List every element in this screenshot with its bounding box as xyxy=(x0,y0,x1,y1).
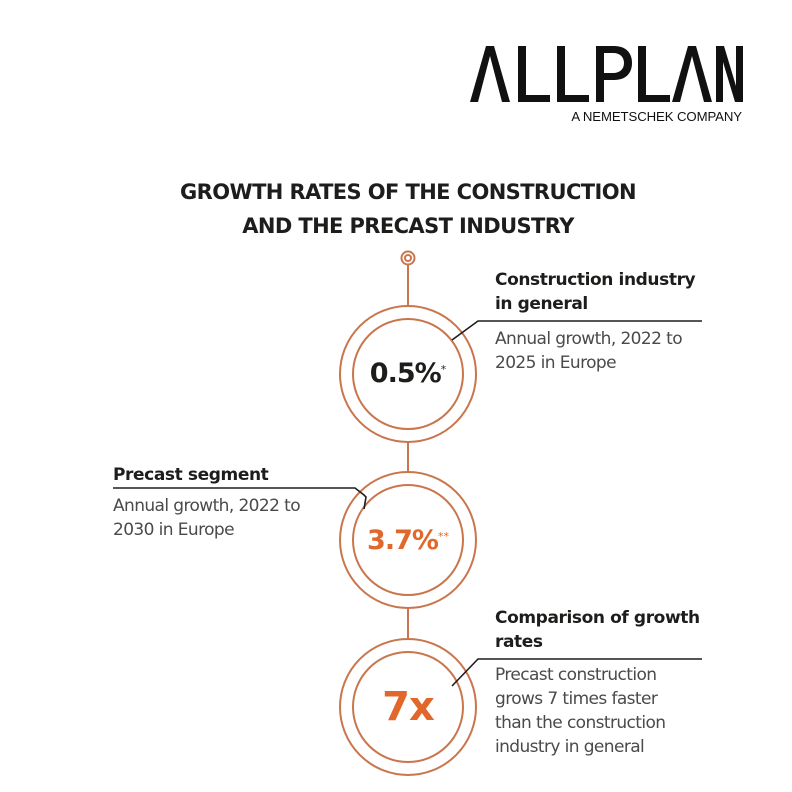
stat-heading-1: Construction industry in general xyxy=(495,270,696,314)
ring-outer-3 xyxy=(339,638,477,776)
connector-1 xyxy=(451,320,702,341)
footnote-marker: * xyxy=(440,363,447,376)
title-line-1: GROWTH RATES OF THE CONSTRUCTION xyxy=(180,180,636,204)
ring-inner-3 xyxy=(352,651,464,763)
ring-inner-1 xyxy=(352,318,464,430)
title-line-2: AND THE PRECAST INDUSTRY xyxy=(242,214,574,238)
stat-heading-2: Precast segment xyxy=(113,465,269,485)
stat-body-3: Precast construction grows 7 times faste… xyxy=(495,665,666,757)
stat-value-1: 0.5%* xyxy=(369,358,447,389)
brand-tagline: A NEMETSCHEK COMPANY xyxy=(571,109,742,124)
stat-value-3: 7x xyxy=(382,684,435,730)
ring-inner-2 xyxy=(352,484,464,596)
stat-body-2: Annual growth, 2022 to 2030 in Europe xyxy=(113,496,301,540)
allplan-logo xyxy=(470,46,743,102)
stat-heading-3: Comparison of growth rates xyxy=(495,608,700,652)
footnote-marker: ** xyxy=(437,530,449,543)
ring-outer-1 xyxy=(339,305,477,443)
ring-outer-2 xyxy=(339,471,477,609)
stat-value-2: 3.7%** xyxy=(367,525,449,556)
page-title: GROWTH RATES OF THE CONSTRUCTION AND THE… xyxy=(100,175,716,243)
connector-3 xyxy=(451,658,702,687)
stat-body-1: Annual growth, 2022 to 2025 in Europe xyxy=(495,329,683,373)
top-node-icon xyxy=(400,250,416,266)
connector-2 xyxy=(113,487,367,510)
